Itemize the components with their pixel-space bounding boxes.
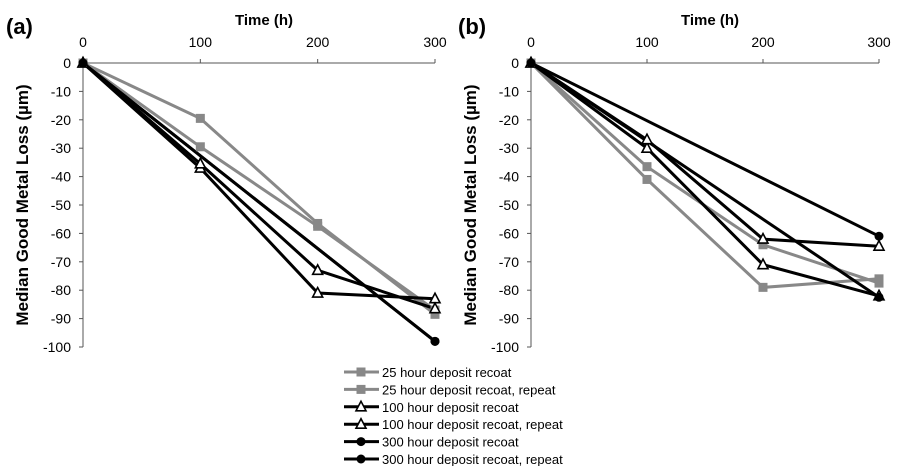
y-tick-label: -50 <box>51 197 71 213</box>
data-point-series-2 <box>874 278 884 288</box>
x-axis-title: Time (h) <box>235 12 293 29</box>
series-line-5 <box>530 61 880 238</box>
data-point-series-3 <box>640 140 654 153</box>
y-tick-label: -70 <box>51 254 71 270</box>
y-tick-label: -90 <box>499 311 519 327</box>
legend-swatch-marker <box>356 454 366 464</box>
x-tick-label: 100 <box>635 34 659 50</box>
series-line-1 <box>529 61 880 289</box>
data-point-series-2 <box>642 162 652 172</box>
y-tick-label: -70 <box>499 254 519 270</box>
data-point-series-4 <box>872 238 886 251</box>
data-point-series-6 <box>430 336 440 346</box>
legend-swatch-marker <box>354 416 368 430</box>
data-point-series-6 <box>526 58 536 68</box>
y-tick-label: -100 <box>43 339 71 355</box>
y-axis-title: Median Good Metal Loss (µm) <box>13 84 32 325</box>
y-tick-label: -60 <box>51 225 71 241</box>
series-line-3 <box>530 61 880 298</box>
data-point-series-2 <box>313 221 323 231</box>
y-tick-label: -40 <box>51 169 71 185</box>
y-tick-label: -10 <box>51 83 71 99</box>
data-point-series-3 <box>756 257 770 270</box>
series-line-6 <box>82 61 436 343</box>
legend-swatch-marker <box>356 367 366 377</box>
y-tick-label: -80 <box>51 282 71 298</box>
y-tick-label: -90 <box>51 311 71 327</box>
data-point-series-6 <box>874 292 884 302</box>
x-tick-label: 0 <box>79 34 87 50</box>
data-point-series-3 <box>311 285 324 298</box>
x-tick-label: 200 <box>751 34 775 50</box>
legend-entry: 300 hour deposit recoat, repeat <box>382 452 563 466</box>
chart-panel-b: (b) Time (h) Median Good Metal Loss (µm) 0 1… <box>458 12 891 355</box>
x-axis-title: Time (h) <box>681 12 739 29</box>
series-line-6 <box>530 61 880 299</box>
y-tick-label: 0 <box>511 55 519 71</box>
series-line-2 <box>82 61 436 312</box>
y-tick-label: -20 <box>499 112 519 128</box>
data-point-series-4 <box>428 301 442 314</box>
y-tick-label: -80 <box>499 282 519 298</box>
x-tick-label: 0 <box>527 34 535 50</box>
data-point-series-4 <box>194 156 207 169</box>
legend-entry: 25 hour deposit recoat <box>382 365 512 380</box>
y-tick-label: -50 <box>499 197 519 213</box>
data-point-series-5 <box>874 231 884 241</box>
y-tick-label: -10 <box>499 83 519 99</box>
x-tick-label: 300 <box>423 34 447 50</box>
y-tick-label: -40 <box>499 169 519 185</box>
data-point-series-2 <box>758 240 768 250</box>
data-point-series-4 <box>756 231 770 244</box>
y-tick-label: -100 <box>491 339 519 355</box>
series-line-3 <box>81 61 436 301</box>
y-tick-label: -30 <box>499 140 519 156</box>
legend-entry: 100 hour deposit recoat, repeat <box>382 417 563 432</box>
data-point-series-6 <box>78 58 88 68</box>
data-point-series-1 <box>758 282 768 292</box>
y-tick-label: -30 <box>51 140 71 156</box>
series-line-4 <box>82 61 436 311</box>
data-point-series-2 <box>195 142 205 152</box>
data-point-series-1 <box>195 113 205 123</box>
legend-swatch-marker <box>354 399 368 412</box>
panel-label: (a) <box>6 14 33 39</box>
legend-swatch-marker <box>356 384 366 394</box>
y-axis-title: Median Good Metal Loss (µm) <box>461 84 480 325</box>
legend-swatch-marker <box>356 437 366 447</box>
data-point-series-4 <box>311 263 324 276</box>
legend-entry: 25 hour deposit recoat, repeat <box>382 382 556 397</box>
legend-entry: 300 hour deposit recoat <box>382 435 519 450</box>
x-tick-label: 100 <box>189 34 213 50</box>
y-tick-label: 0 <box>63 55 71 71</box>
x-tick-label: 200 <box>306 34 330 50</box>
panel-label: (b) <box>458 14 486 39</box>
y-tick-label: -60 <box>499 225 519 241</box>
data-point-series-4 <box>640 132 654 145</box>
y-tick-label: -20 <box>51 112 71 128</box>
data-point-series-1 <box>642 174 652 184</box>
chart-panel-a: (a) Time (h) Median Good Metal Loss (µm) 0 1… <box>6 12 447 355</box>
x-tick-label: 300 <box>867 34 891 50</box>
legend-entry: 100 hour deposit recoat <box>382 400 519 415</box>
legend: 25 hour deposit recoat 25 hour deposit re… <box>344 365 563 466</box>
